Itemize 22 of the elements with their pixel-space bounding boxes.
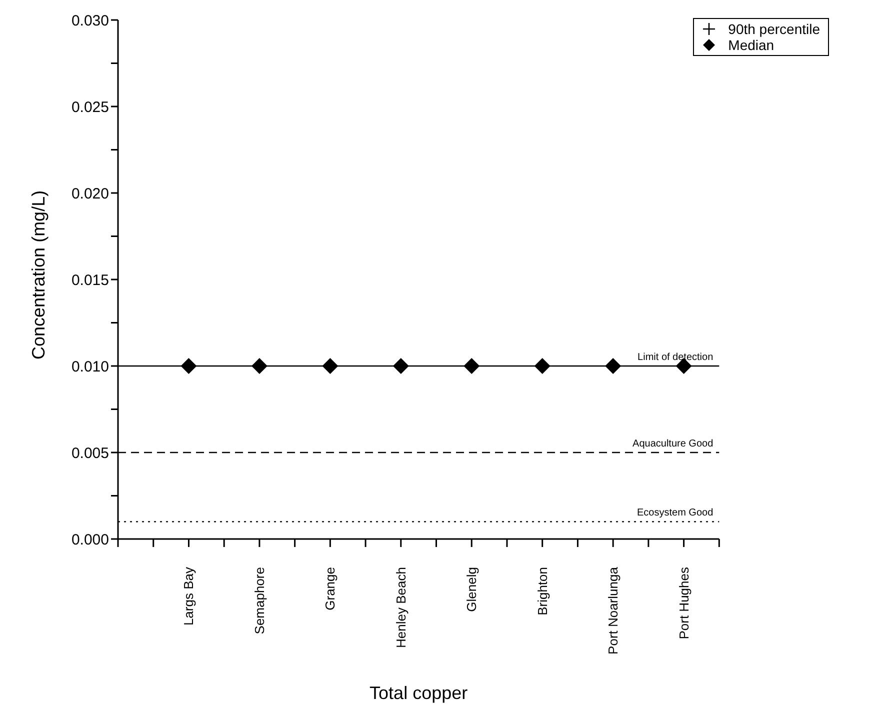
y-tick-label: 0.025: [71, 98, 109, 116]
x-tick-label: Largs Bay: [181, 566, 196, 626]
x-tick-label: Glenelg: [464, 567, 480, 612]
x-tick-label: Port Noarlunga: [606, 566, 621, 654]
y-axis-title: Concentration (mg/L): [28, 190, 48, 360]
x-tick-label: Semaphore: [252, 567, 267, 634]
x-tick-label: Henley Beach: [393, 567, 408, 648]
legend-label: 90th percentile: [728, 21, 820, 37]
y-tick-label: 0.020: [71, 185, 109, 202]
y-tick-label: 0.010: [71, 358, 109, 376]
x-tick-label: Grange: [322, 567, 338, 610]
x-tick-label: Brighton: [534, 567, 550, 616]
y-tick-label: 0.000: [71, 531, 109, 548]
ref-line-label: Ecosystem Good: [637, 508, 714, 519]
y-tick-label: 0.015: [71, 272, 109, 289]
x-tick-label: Port Hughes: [676, 566, 692, 640]
ref-line-label: Aquaculture Good: [632, 438, 714, 450]
y-tick-label: 0.005: [71, 444, 109, 462]
legend-label: Median: [728, 37, 774, 53]
ref-line-label: Limit of detection: [638, 352, 714, 363]
x-axis-title: Total copper: [370, 683, 468, 703]
y-tick-label: 0.030: [71, 12, 109, 30]
